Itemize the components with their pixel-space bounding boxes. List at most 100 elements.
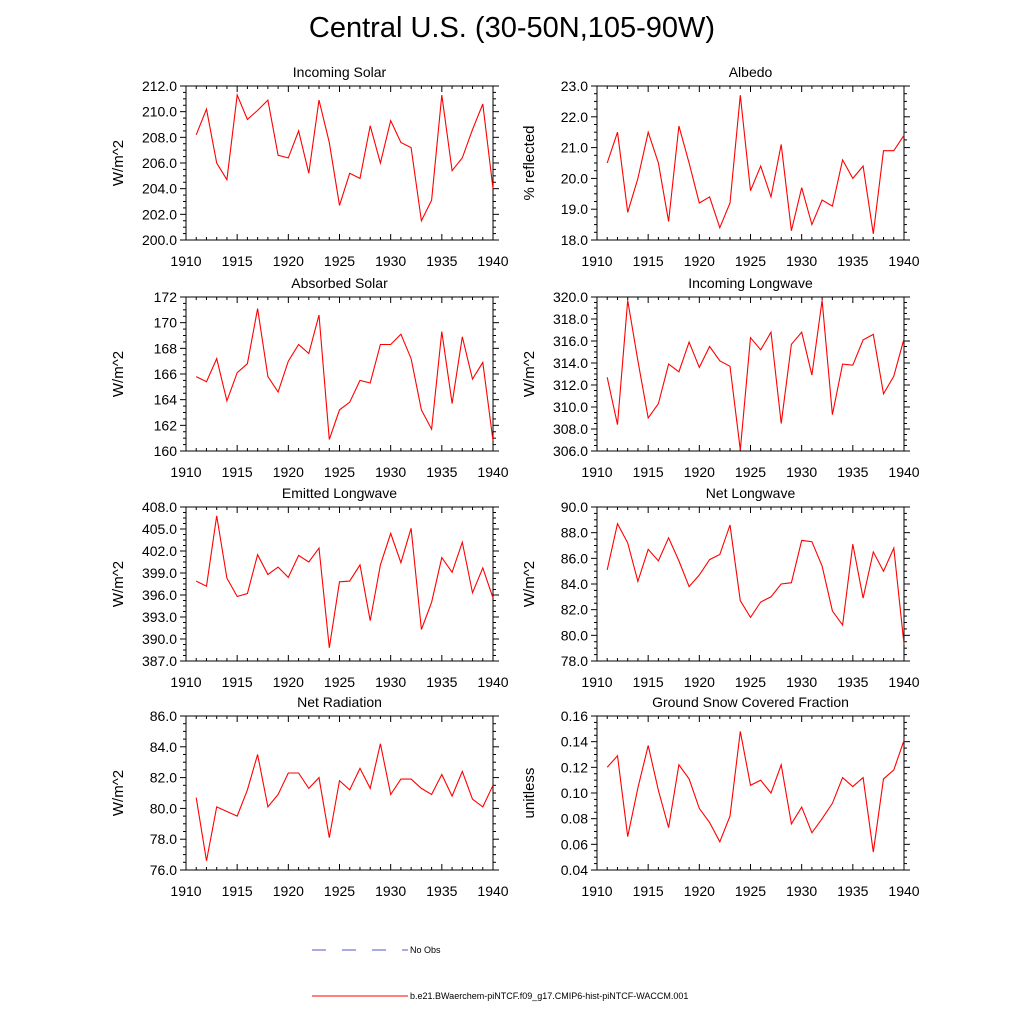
y-tick-label: 316.0 (553, 333, 588, 349)
y-tick-label: 0.06 (561, 836, 588, 852)
y-axis-label: W/m^2 (110, 351, 127, 397)
x-tick-label: 1920 (273, 674, 304, 690)
x-tick-label: 1930 (786, 883, 817, 899)
y-tick-label: 308.0 (553, 421, 588, 437)
y-tick-label: 78.0 (561, 653, 588, 669)
y-axis-label: W/m^2 (521, 561, 538, 607)
y-tick-label: 76.0 (150, 862, 177, 878)
x-tick-label: 1925 (324, 253, 355, 269)
legend-label-model: b.e21.BWaerchem-piNTCF.f09_g17.CMIP6-his… (410, 991, 688, 1001)
y-tick-label: 212.0 (142, 78, 177, 94)
y-tick-label: 399.0 (142, 565, 177, 581)
y-tick-label: 86.0 (150, 708, 177, 724)
x-tick-label: 1910 (170, 253, 201, 269)
x-tick-label: 1940 (477, 253, 508, 269)
y-tick-label: 23.0 (561, 78, 588, 94)
plot-frame (596, 296, 905, 452)
series-line (606, 300, 905, 450)
x-tick-label: 1935 (426, 464, 457, 480)
y-axis-label: W/m^2 (110, 140, 127, 186)
y-tick-label: 172 (154, 289, 178, 305)
y-tick-label: 170 (154, 315, 178, 331)
y-axis-label: % reflected (521, 125, 538, 200)
chart-panel-4: 1910 1915 1920 1925 1930 1935 1940 306.0 308.0 31… (521, 275, 920, 480)
plot-frame (185, 296, 494, 452)
y-tick-label: 86.0 (561, 550, 588, 566)
chart-panel-2: 1910 1915 1920 1925 1930 1935 1940 18.0 19.0 20.0… (521, 64, 920, 269)
y-tick-label: 78.0 (150, 831, 177, 847)
x-tick-label: 1910 (581, 883, 612, 899)
x-tick-label: 1940 (888, 253, 919, 269)
x-tick-label: 1925 (735, 674, 766, 690)
plot-frame (596, 715, 905, 871)
panel-title: Incoming Solar (293, 64, 387, 80)
plot-frame (596, 506, 905, 662)
x-tick-label: 1915 (222, 883, 253, 899)
y-tick-label: 80.0 (150, 800, 177, 816)
x-tick-label: 1920 (273, 253, 304, 269)
x-tick-label: 1915 (222, 253, 253, 269)
panel-title: Ground Snow Covered Fraction (652, 694, 849, 710)
y-tick-label: 204.0 (142, 181, 177, 197)
y-tick-label: 164 (154, 392, 178, 408)
y-tick-label: 408.0 (142, 499, 177, 515)
plot-frame (185, 85, 494, 241)
chart-panel-1: 1910 1915 1920 1925 1930 1935 1940 200.0 202.0 20… (110, 64, 509, 269)
y-tick-label: 0.04 (561, 862, 588, 878)
x-tick-label: 1925 (324, 674, 355, 690)
x-tick-label: 1935 (426, 883, 457, 899)
y-tick-label: 390.0 (142, 631, 177, 647)
y-tick-label: 200.0 (142, 232, 177, 248)
x-tick-label: 1910 (170, 674, 201, 690)
y-tick-label: 310.0 (553, 399, 588, 415)
x-tick-label: 1910 (170, 464, 201, 480)
y-tick-label: 208.0 (142, 129, 177, 145)
chart-panel-3: 1910 1915 1920 1925 1930 1935 1940 160 162 164 166… (110, 275, 509, 480)
x-tick-label: 1925 (735, 464, 766, 480)
x-tick-label: 1930 (375, 253, 406, 269)
x-tick-label: 1915 (633, 253, 664, 269)
y-tick-label: 0.12 (561, 759, 588, 775)
y-tick-label: 19.0 (561, 201, 588, 217)
legend-label-obs: No Obs (410, 945, 441, 955)
y-tick-label: 88.0 (561, 525, 588, 541)
series-line (606, 731, 905, 853)
x-tick-label: 1930 (786, 253, 817, 269)
y-tick-label: 402.0 (142, 543, 177, 559)
panel-title: Absorbed Solar (291, 275, 388, 291)
y-tick-label: 0.10 (561, 785, 588, 801)
y-tick-label: 314.0 (553, 355, 588, 371)
y-tick-label: 162 (154, 417, 178, 433)
panel-title: Net Longwave (706, 485, 796, 501)
x-tick-label: 1930 (375, 883, 406, 899)
y-axis-label: unitless (521, 768, 538, 819)
plot-frame (596, 85, 905, 241)
y-tick-label: 306.0 (553, 443, 588, 459)
series-line (606, 95, 905, 234)
x-tick-label: 1940 (477, 674, 508, 690)
x-tick-label: 1940 (888, 883, 919, 899)
y-tick-label: 168 (154, 340, 178, 356)
x-tick-label: 1940 (888, 674, 919, 690)
y-tick-label: 0.08 (561, 811, 588, 827)
x-tick-label: 1920 (684, 883, 715, 899)
panel-title: Net Radiation (297, 694, 382, 710)
series-line (195, 743, 494, 861)
y-tick-label: 320.0 (553, 289, 588, 305)
x-tick-label: 1910 (581, 464, 612, 480)
plot-frame (185, 715, 494, 871)
chart-panel-6: 1910 1915 1920 1925 1930 1935 1940 78.0 80.0 82.0… (521, 485, 920, 690)
y-tick-label: 206.0 (142, 155, 177, 171)
y-tick-label: 166 (154, 366, 178, 382)
x-tick-label: 1925 (735, 253, 766, 269)
y-tick-label: 20.0 (561, 170, 588, 186)
x-tick-label: 1925 (324, 883, 355, 899)
y-tick-label: 202.0 (142, 206, 177, 222)
y-tick-label: 90.0 (561, 499, 588, 515)
x-tick-label: 1935 (837, 253, 868, 269)
y-tick-label: 393.0 (142, 609, 177, 625)
legend: No Obs b.e21.BWaerchem-piNTCF.f09_g17.CMI… (312, 945, 688, 1001)
y-tick-label: 82.0 (561, 602, 588, 618)
y-axis-label: W/m^2 (110, 770, 127, 816)
